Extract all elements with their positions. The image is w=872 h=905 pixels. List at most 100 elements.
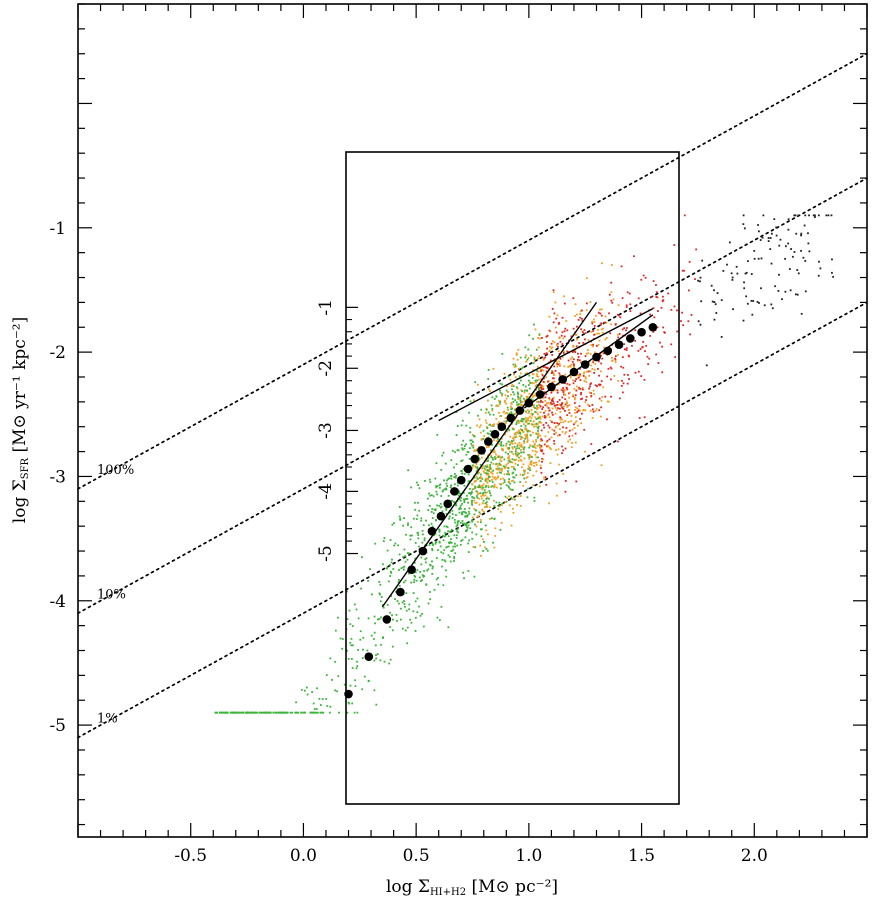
scatter-point (524, 481, 527, 484)
scatter-point (769, 248, 772, 250)
scatter-point (471, 503, 473, 506)
scatter-point (348, 609, 351, 612)
scatter-point (559, 421, 562, 424)
scatter-point (561, 331, 564, 334)
scatter-point (549, 359, 552, 362)
scatter-point (379, 659, 382, 662)
scatter-point (406, 642, 409, 645)
scatter-point (533, 496, 536, 499)
scatter-point (581, 319, 584, 322)
scatter-point (561, 396, 564, 399)
scatter-point (527, 487, 529, 490)
scatter-point (318, 697, 321, 700)
scatter-point (451, 513, 454, 515)
scatter-point (555, 449, 557, 451)
scatter-point (540, 370, 542, 372)
scatter-point (531, 381, 534, 384)
scatter-point (486, 472, 489, 475)
scatter-point (240, 711, 243, 714)
efficiency-label-1: 10% (97, 587, 126, 602)
scatter-point (524, 356, 527, 359)
scatter-point (442, 534, 444, 537)
scatter-point (482, 491, 485, 494)
scatter-point (552, 289, 555, 292)
scatter-point (550, 347, 553, 350)
scatter-point (553, 365, 556, 368)
scatter-point (512, 357, 515, 360)
scatter-point (370, 593, 373, 596)
scatter-point (446, 479, 448, 482)
scatter-point (549, 401, 552, 404)
scatter-point (530, 460, 533, 463)
scatter-point (438, 534, 441, 537)
scatter-point (570, 446, 573, 449)
scatter-point (555, 344, 558, 346)
scatter-point (571, 356, 574, 359)
scatter-point (584, 338, 586, 341)
scatter-point (514, 408, 517, 410)
scatter-point (572, 382, 575, 385)
scatter-point (548, 438, 551, 441)
scatter-point (408, 603, 411, 606)
scatter-point (512, 428, 515, 431)
scatter-point (818, 260, 820, 263)
scatter-point (399, 517, 402, 520)
scatter-point (269, 711, 272, 714)
scatter-point (516, 453, 519, 456)
scatter-point (610, 395, 612, 398)
scatter-point (465, 443, 467, 446)
scatter-point (597, 343, 600, 346)
scatter-point (773, 218, 776, 221)
scatter-point (584, 355, 587, 358)
scatter-point (256, 711, 259, 714)
scatter-point (746, 302, 749, 305)
scatter-point (414, 600, 417, 603)
scatter-point (500, 470, 503, 472)
scatter-point (468, 507, 471, 510)
y-axis-title: log ΣSFR [M⊙ yr⁻¹ kpc⁻²] (10, 317, 31, 523)
scatter-point (499, 415, 502, 417)
scatter-point (510, 385, 513, 388)
scatter-point (634, 329, 637, 332)
scatter-point (743, 227, 746, 230)
scatter-point (222, 711, 225, 714)
scatter-point (474, 485, 476, 488)
scatter-point (493, 451, 496, 454)
scatter-point (472, 546, 475, 548)
scatter-point (517, 422, 520, 424)
scatter-point (475, 449, 478, 452)
scatter-point (577, 408, 580, 411)
scatter-point (482, 494, 485, 497)
scatter-point (517, 395, 519, 398)
scatter-point (573, 350, 575, 352)
scatter-point (600, 464, 603, 467)
scatter-point (757, 230, 760, 233)
scatter-point (577, 352, 579, 355)
scatter-point (497, 508, 500, 510)
scatter-point (575, 389, 578, 392)
scatter-point (621, 328, 624, 331)
scatter-point (265, 711, 267, 714)
scatter-point (500, 444, 502, 447)
scatter-point (579, 374, 581, 377)
scatter-point (534, 453, 537, 456)
scatter-point (585, 352, 588, 355)
scatter-point (542, 424, 545, 426)
scatter-point (351, 658, 353, 660)
scatter-point (533, 461, 536, 464)
scatter-point (530, 354, 532, 357)
median-point (592, 352, 601, 362)
scatter-point (412, 592, 415, 594)
scatter-point (319, 711, 322, 714)
scatter-point (492, 367, 495, 370)
scatter-point (520, 389, 523, 392)
scatter-point (497, 456, 500, 459)
scatter-point (533, 425, 536, 428)
scatter-point (480, 477, 483, 480)
scatter-point (495, 405, 498, 407)
scatter-point (477, 455, 480, 457)
scatter-point (467, 570, 470, 572)
scatter-point (777, 289, 780, 292)
scatter-point (471, 483, 474, 486)
scatter-point (830, 214, 833, 217)
